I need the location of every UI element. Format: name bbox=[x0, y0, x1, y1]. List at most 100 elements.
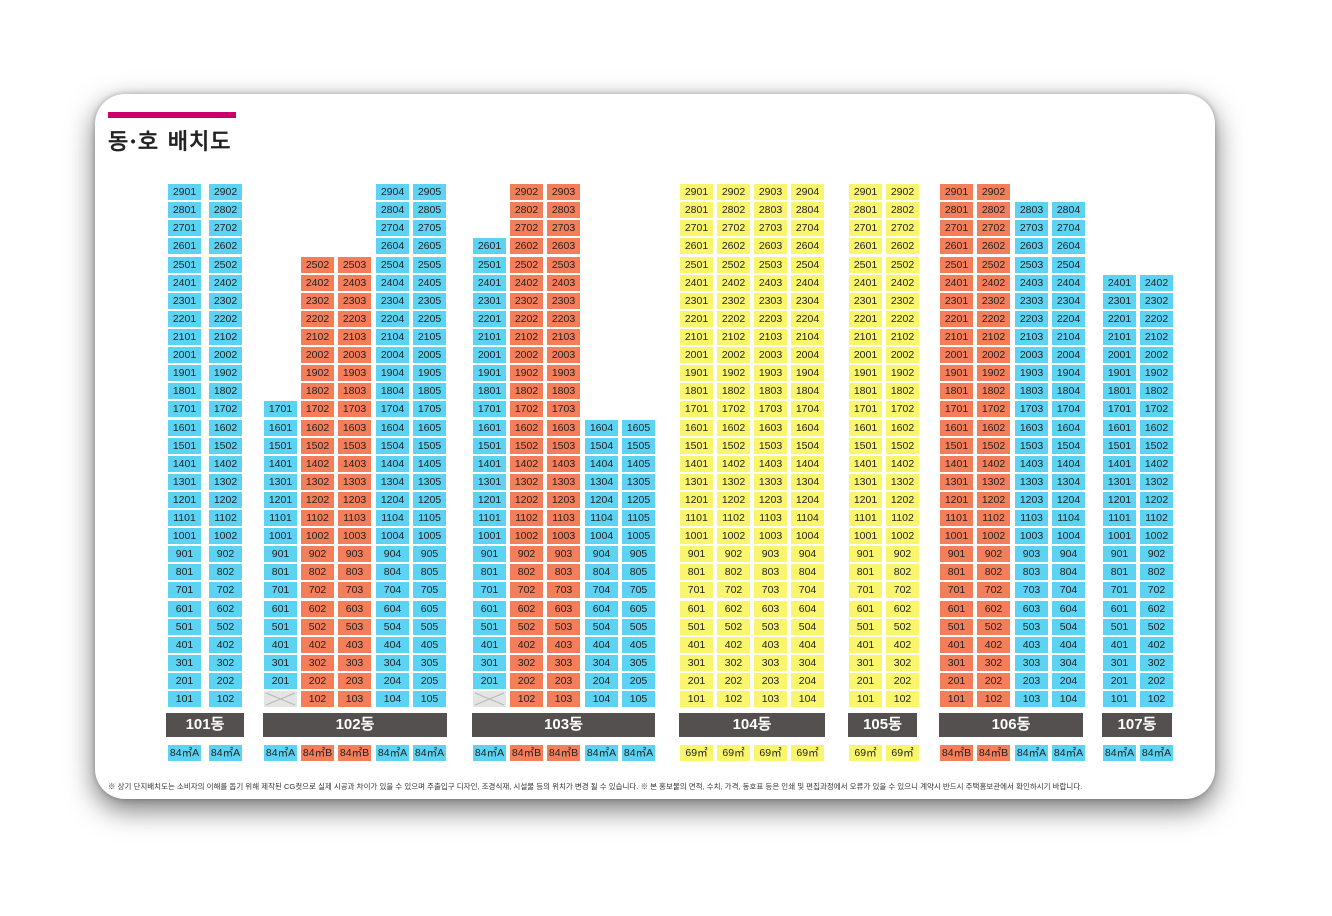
unit-cell: 2304 bbox=[376, 293, 409, 309]
unit-cell: 602 bbox=[977, 601, 1010, 617]
unit-cell: 2401 bbox=[473, 275, 506, 291]
unit-cell: 1505 bbox=[413, 438, 446, 454]
unit-cell: 2802 bbox=[510, 202, 543, 218]
unit-cell: 1202 bbox=[1140, 492, 1173, 508]
unit-cell: 801 bbox=[1103, 564, 1136, 580]
unit-cell: 1002 bbox=[977, 528, 1010, 544]
unit-cell: 201 bbox=[1103, 673, 1136, 689]
unit-cell: 1102 bbox=[301, 510, 334, 526]
unit-cell: 2104 bbox=[376, 329, 409, 345]
unit-cell: 2903 bbox=[754, 184, 787, 200]
unit-cell: 1304 bbox=[376, 474, 409, 490]
unit-type-label: 84㎡A bbox=[585, 745, 618, 761]
unit-cell: 804 bbox=[585, 564, 618, 580]
page-title: 동·호 배치도 bbox=[108, 129, 232, 155]
building-label: 106동 bbox=[939, 713, 1083, 737]
unit-cell: 1403 bbox=[754, 456, 787, 472]
unit-cell: 2701 bbox=[849, 220, 882, 236]
unit-cell: 1802 bbox=[717, 383, 750, 399]
unit-cell: 103 bbox=[338, 691, 371, 707]
unit-cell: 804 bbox=[791, 564, 824, 580]
unit-cell: 1201 bbox=[849, 492, 882, 508]
unit-cell: 1703 bbox=[1015, 401, 1048, 417]
unit-cell: 301 bbox=[264, 655, 297, 671]
unit-cell: 2501 bbox=[849, 257, 882, 273]
unit-cell: 803 bbox=[547, 564, 580, 580]
unit-cell: 1303 bbox=[338, 474, 371, 490]
unit-cell: 604 bbox=[791, 601, 824, 617]
unit-cell: 702 bbox=[886, 582, 919, 598]
unit-cell: 2603 bbox=[547, 238, 580, 254]
unit-cell: 2902 bbox=[510, 184, 543, 200]
unit-cell: 102 bbox=[1140, 691, 1173, 707]
unit-cell: 201 bbox=[940, 673, 973, 689]
unit-cell: 202 bbox=[301, 673, 334, 689]
unit-cell: 1701 bbox=[940, 401, 973, 417]
unit-cell: 903 bbox=[754, 546, 787, 562]
unit-cell: 2302 bbox=[1140, 293, 1173, 309]
unit-cell: 2302 bbox=[717, 293, 750, 309]
unit-cell: 1602 bbox=[301, 420, 334, 436]
unit-cell: 304 bbox=[585, 655, 618, 671]
unit-cell: 2102 bbox=[1140, 329, 1173, 345]
unit-cell: 1702 bbox=[977, 401, 1010, 417]
unit-cell: 102 bbox=[209, 691, 242, 707]
unit-cell: 2502 bbox=[886, 257, 919, 273]
empty-unit-cell bbox=[473, 691, 506, 707]
unit-cell: 101 bbox=[1103, 691, 1136, 707]
unit-cell: 203 bbox=[754, 673, 787, 689]
unit-cell: 501 bbox=[680, 619, 713, 635]
unit-cell: 1601 bbox=[849, 420, 882, 436]
unit-cell: 1001 bbox=[264, 528, 297, 544]
unit-cell: 1503 bbox=[547, 438, 580, 454]
unit-cell: 901 bbox=[473, 546, 506, 562]
unit-cell: 2104 bbox=[791, 329, 824, 345]
unit-cell: 1204 bbox=[585, 492, 618, 508]
unit-cell: 802 bbox=[209, 564, 242, 580]
unit-cell: 604 bbox=[585, 601, 618, 617]
unit-cell: 2004 bbox=[376, 347, 409, 363]
unit-cell: 802 bbox=[977, 564, 1010, 580]
unit-cell: 2802 bbox=[209, 202, 242, 218]
unit-cell: 1704 bbox=[791, 401, 824, 417]
unit-cell: 2302 bbox=[886, 293, 919, 309]
unit-cell: 1902 bbox=[717, 365, 750, 381]
unit-cell: 2003 bbox=[754, 347, 787, 363]
unit-cell: 2402 bbox=[1140, 275, 1173, 291]
unit-cell: 1301 bbox=[264, 474, 297, 490]
unit-cell: 1705 bbox=[413, 401, 446, 417]
unit-cell: 1401 bbox=[1103, 456, 1136, 472]
unit-cell: 203 bbox=[1015, 673, 1048, 689]
unit-cell: 102 bbox=[886, 691, 919, 707]
unit-cell: 805 bbox=[413, 564, 446, 580]
unit-cell: 1101 bbox=[680, 510, 713, 526]
unit-cell: 2402 bbox=[301, 275, 334, 291]
unit-cell: 401 bbox=[168, 637, 201, 653]
unit-cell: 302 bbox=[717, 655, 750, 671]
unit-cell: 2203 bbox=[1015, 311, 1048, 327]
unit-cell: 2201 bbox=[1103, 311, 1136, 327]
unit-cell: 905 bbox=[622, 546, 655, 562]
unit-cell: 1405 bbox=[413, 456, 446, 472]
unit-cell: 1001 bbox=[1103, 528, 1136, 544]
unit-cell: 505 bbox=[413, 619, 446, 635]
unit-cell: 1004 bbox=[585, 528, 618, 544]
unit-cell: 304 bbox=[376, 655, 409, 671]
unit-cell: 104 bbox=[1052, 691, 1085, 707]
unit-cell: 1502 bbox=[301, 438, 334, 454]
unit-cell: 303 bbox=[338, 655, 371, 671]
unit-cell: 1002 bbox=[717, 528, 750, 544]
unit-cell: 2402 bbox=[510, 275, 543, 291]
unit-cell: 1101 bbox=[1103, 510, 1136, 526]
unit-cell: 504 bbox=[791, 619, 824, 635]
unit-cell: 2702 bbox=[209, 220, 242, 236]
unit-type-label: 84㎡A bbox=[473, 745, 506, 761]
unit-cell: 1602 bbox=[1140, 420, 1173, 436]
unit-cell: 1301 bbox=[849, 474, 882, 490]
unit-cell: 1904 bbox=[376, 365, 409, 381]
unit-cell: 701 bbox=[940, 582, 973, 598]
unit-cell: 1604 bbox=[1052, 420, 1085, 436]
unit-cell: 1001 bbox=[473, 528, 506, 544]
unit-cell: 2201 bbox=[168, 311, 201, 327]
unit-cell: 1005 bbox=[622, 528, 655, 544]
